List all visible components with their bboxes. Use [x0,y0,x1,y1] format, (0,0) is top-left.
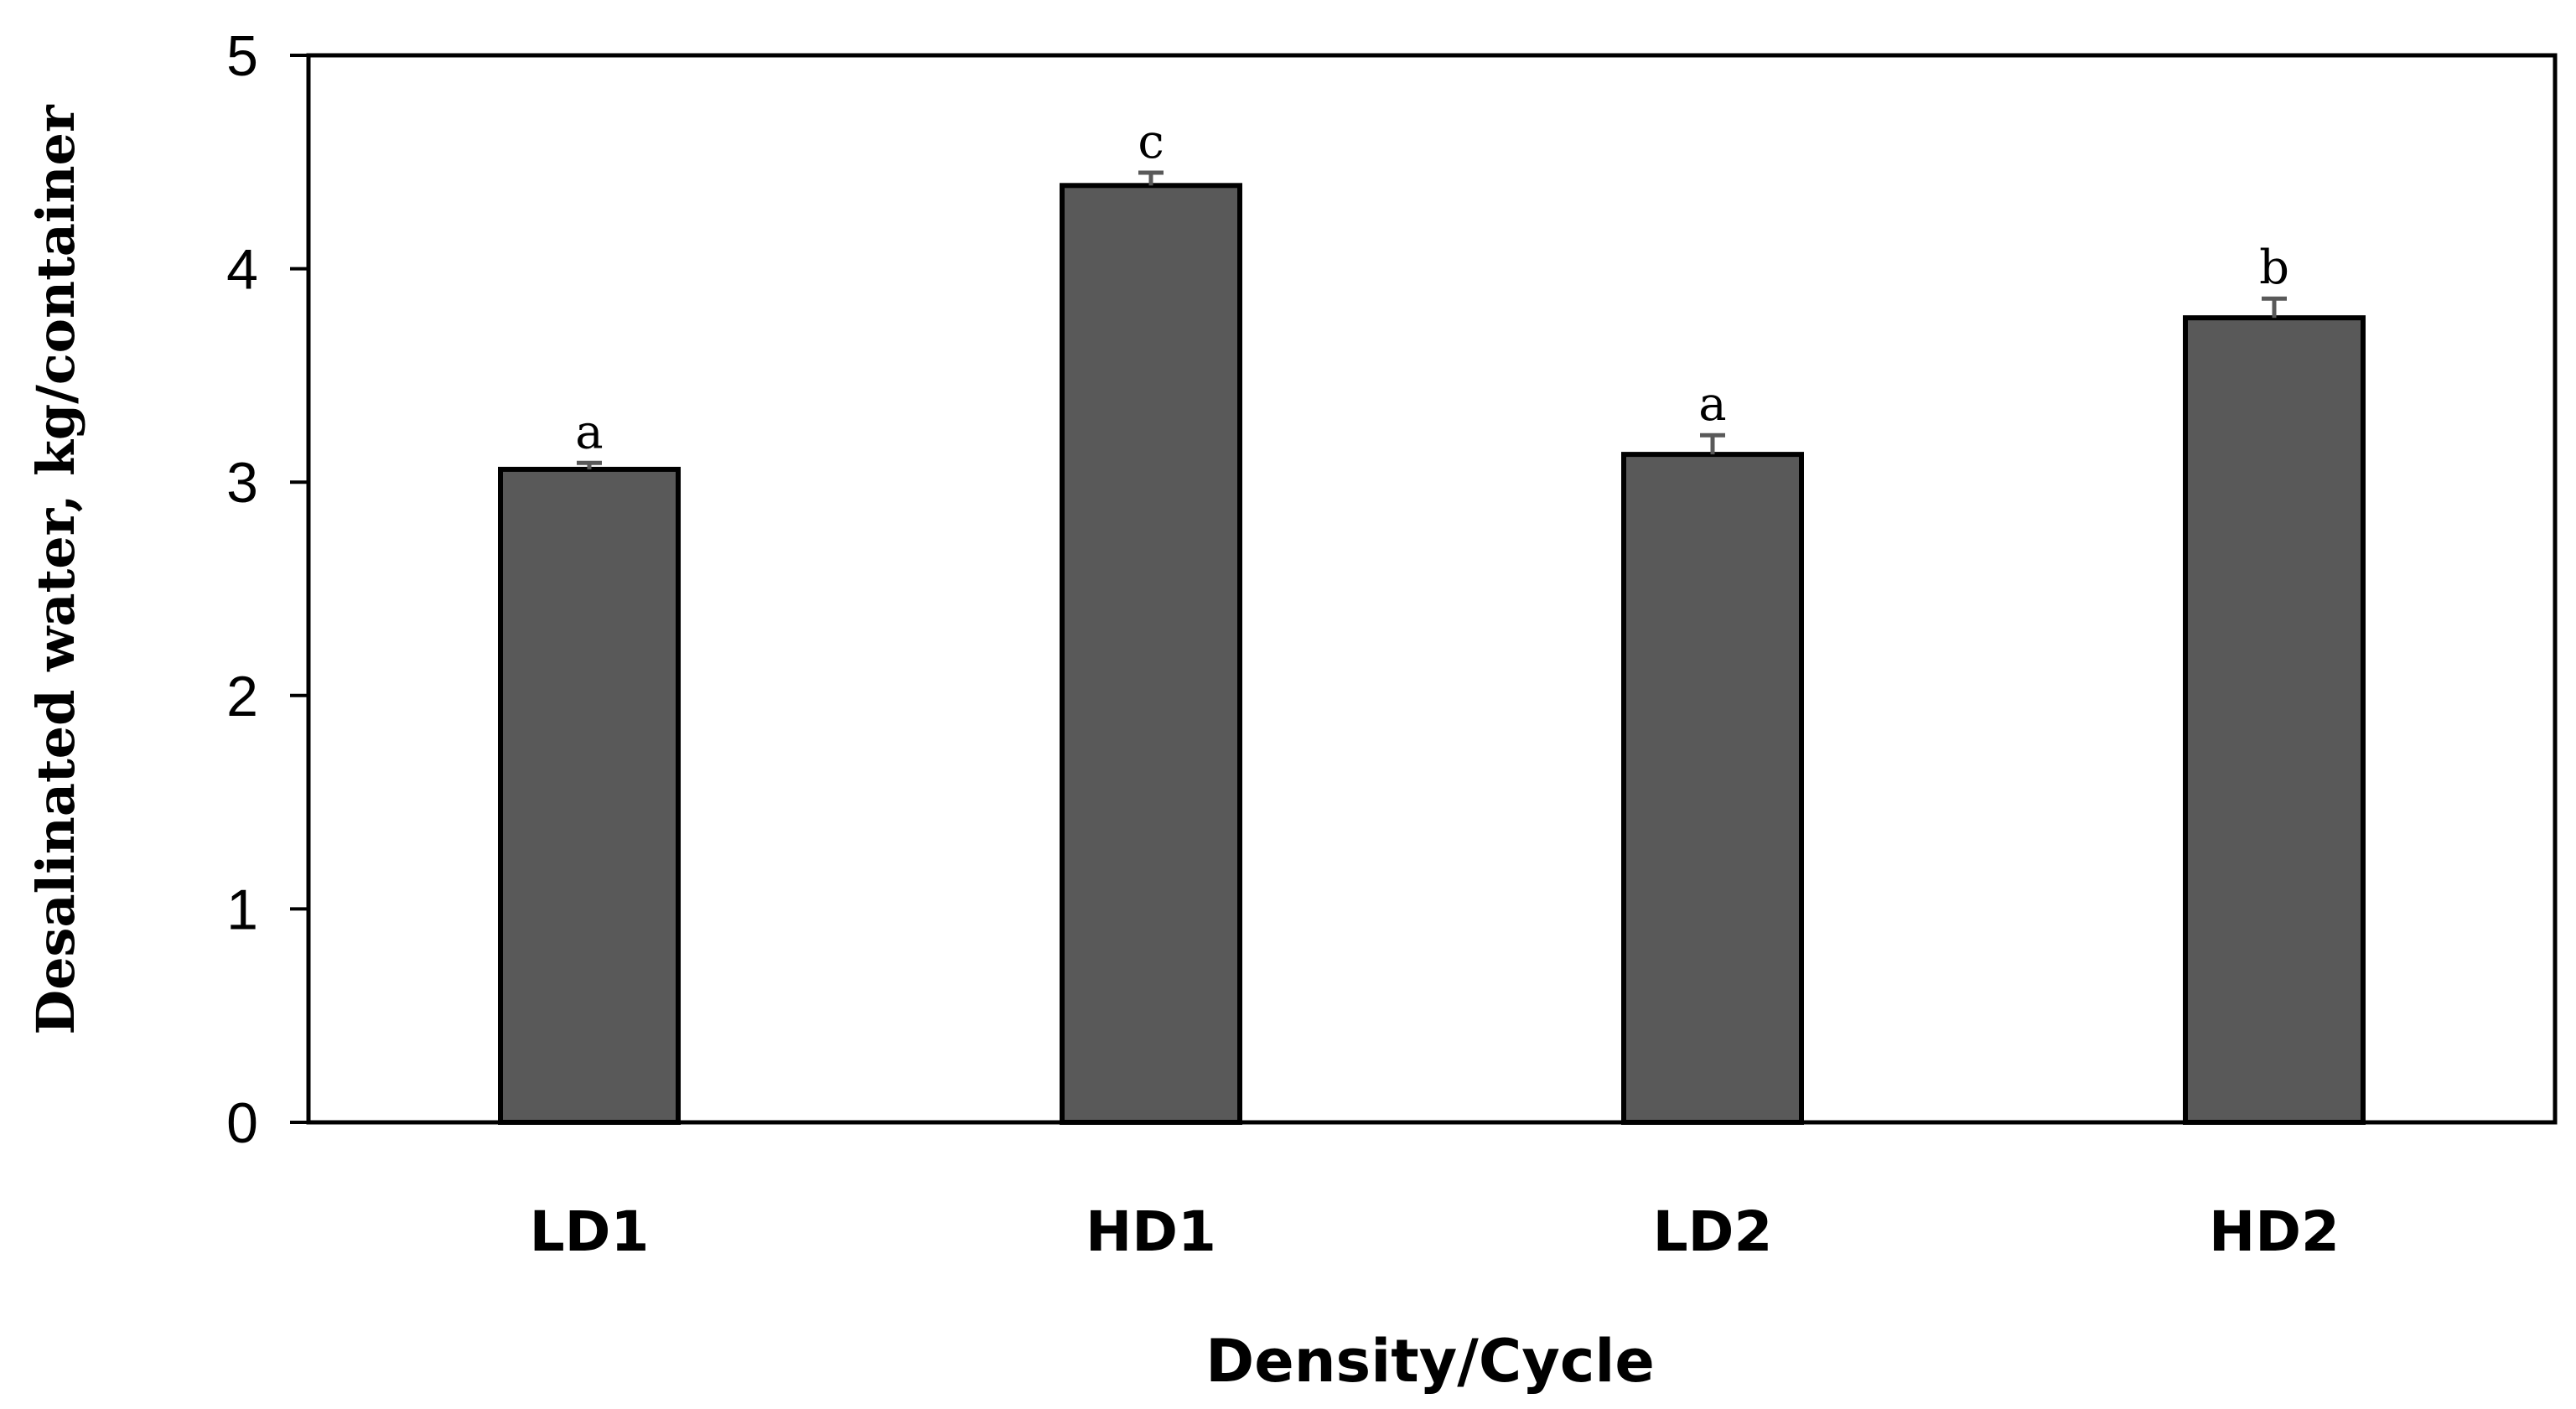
plot-frame [306,53,2558,1125]
significance-label-hd2: b [2259,241,2289,295]
x-axis-category-labels: LD1 HD1 LD2 HD2 [530,1199,2340,1264]
x-tick-label-hd2: HD2 [2209,1199,2340,1264]
significance-label-ld1: a [575,405,603,459]
significance-labels: a c a b [575,115,2289,459]
y-tick-label: 0 [226,1091,258,1155]
significance-label-ld2: a [1698,377,1726,432]
y-tick-label: 5 [226,24,258,88]
bar-hd2 [2183,315,2366,1125]
error-bars [577,170,2287,469]
x-tick-label-hd1: HD1 [1086,1199,1216,1264]
y-tick-label: 3 [226,451,258,515]
plot-area [306,53,2558,1125]
bar-ld1 [498,466,681,1125]
bar-ld2 [1621,452,1804,1125]
y-tick-label: 4 [226,238,258,302]
y-axis-title: Desalinated water, kg/container [25,104,86,1035]
y-tick-label: 2 [226,665,258,728]
significance-label-hd1: c [1138,115,1164,169]
bar-hd1 [1060,183,1242,1125]
y-tick-label: 1 [226,878,258,941]
y-axis-ticks: 0 1 2 3 4 5 [226,24,308,1155]
bars [498,183,2366,1125]
x-tick-label-ld1: LD1 [530,1199,650,1264]
x-tick-label-ld2: LD2 [1653,1199,1773,1264]
x-axis-title: Density/Cycle [1205,1327,1655,1396]
